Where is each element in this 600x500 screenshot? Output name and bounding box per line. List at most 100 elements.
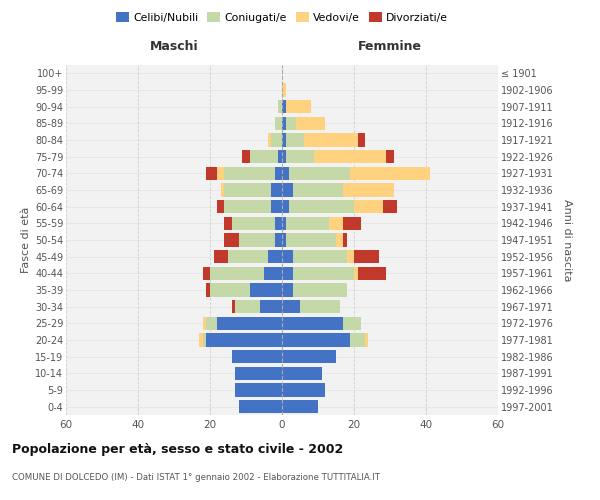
Bar bbox=[235, 366, 282, 380]
Bar bbox=[282, 266, 293, 280]
Bar bbox=[286, 116, 296, 130]
Bar bbox=[329, 216, 343, 230]
Bar bbox=[300, 300, 340, 314]
Bar bbox=[354, 250, 379, 264]
Bar bbox=[282, 350, 336, 364]
Bar bbox=[239, 400, 282, 413]
Bar bbox=[203, 334, 206, 346]
Bar bbox=[286, 100, 311, 114]
Bar bbox=[343, 316, 361, 330]
Bar bbox=[289, 166, 350, 180]
Bar bbox=[386, 150, 394, 164]
Bar bbox=[343, 184, 394, 196]
Bar bbox=[343, 216, 361, 230]
Bar bbox=[282, 334, 350, 346]
Bar bbox=[286, 150, 314, 164]
Text: Popolazione per età, sesso e stato civile - 2002: Popolazione per età, sesso e stato civil… bbox=[12, 442, 343, 456]
Bar bbox=[286, 234, 336, 246]
Bar bbox=[293, 266, 354, 280]
Bar bbox=[347, 250, 354, 264]
Bar bbox=[282, 284, 293, 296]
Bar bbox=[271, 200, 282, 213]
Bar bbox=[275, 234, 282, 246]
Bar bbox=[250, 284, 282, 296]
Bar bbox=[286, 216, 329, 230]
Text: COMUNE DI DOLCEDO (IM) - Dati ISTAT 1° gennaio 2002 - Elaborazione TUTTITALIA.IT: COMUNE DI DOLCEDO (IM) - Dati ISTAT 1° g… bbox=[12, 472, 380, 482]
Legend: Celibi/Nubili, Coniugati/e, Vedovi/e, Divorziati/e: Celibi/Nubili, Coniugati/e, Vedovi/e, Di… bbox=[112, 8, 452, 27]
Bar bbox=[210, 266, 264, 280]
Bar bbox=[314, 150, 386, 164]
Bar bbox=[282, 84, 286, 96]
Bar bbox=[282, 216, 286, 230]
Bar bbox=[224, 234, 239, 246]
Bar bbox=[304, 134, 358, 146]
Bar bbox=[203, 316, 206, 330]
Bar bbox=[282, 400, 318, 413]
Bar bbox=[282, 166, 289, 180]
Bar bbox=[275, 116, 282, 130]
Bar bbox=[206, 316, 217, 330]
Bar bbox=[232, 300, 235, 314]
Bar bbox=[383, 200, 397, 213]
Bar bbox=[365, 334, 368, 346]
Bar bbox=[232, 216, 275, 230]
Bar bbox=[224, 200, 271, 213]
Bar bbox=[293, 250, 347, 264]
Bar bbox=[343, 234, 347, 246]
Bar bbox=[242, 150, 250, 164]
Bar bbox=[278, 150, 282, 164]
Bar bbox=[350, 334, 365, 346]
Bar bbox=[199, 334, 203, 346]
Bar bbox=[354, 266, 358, 280]
Bar bbox=[289, 200, 354, 213]
Bar bbox=[282, 184, 293, 196]
Bar bbox=[275, 216, 282, 230]
Bar bbox=[271, 184, 282, 196]
Bar bbox=[235, 384, 282, 396]
Bar bbox=[282, 384, 325, 396]
Bar bbox=[282, 366, 322, 380]
Bar bbox=[271, 134, 282, 146]
Bar bbox=[282, 100, 286, 114]
Text: Femmine: Femmine bbox=[358, 40, 422, 54]
Bar bbox=[235, 300, 260, 314]
Bar bbox=[275, 166, 282, 180]
Bar bbox=[250, 150, 278, 164]
Bar bbox=[228, 250, 268, 264]
Bar bbox=[206, 166, 217, 180]
Bar bbox=[268, 250, 282, 264]
Bar bbox=[282, 134, 286, 146]
Bar bbox=[224, 216, 232, 230]
Bar bbox=[217, 316, 282, 330]
Bar bbox=[282, 200, 289, 213]
Bar bbox=[203, 266, 210, 280]
Bar bbox=[214, 250, 228, 264]
Bar bbox=[358, 266, 386, 280]
Bar bbox=[217, 166, 224, 180]
Bar bbox=[278, 100, 282, 114]
Bar bbox=[221, 184, 224, 196]
Bar bbox=[224, 166, 275, 180]
Bar bbox=[354, 200, 383, 213]
Bar bbox=[282, 316, 343, 330]
Bar bbox=[282, 116, 286, 130]
Bar bbox=[282, 150, 286, 164]
Bar bbox=[293, 284, 347, 296]
Bar bbox=[260, 300, 282, 314]
Y-axis label: Fasce di età: Fasce di età bbox=[20, 207, 31, 273]
Bar bbox=[336, 234, 343, 246]
Bar bbox=[217, 200, 224, 213]
Bar bbox=[296, 116, 325, 130]
Bar bbox=[282, 300, 300, 314]
Bar bbox=[350, 166, 430, 180]
Bar bbox=[224, 184, 271, 196]
Bar bbox=[268, 134, 271, 146]
Bar bbox=[206, 284, 210, 296]
Bar bbox=[264, 266, 282, 280]
Bar bbox=[282, 234, 286, 246]
Bar bbox=[206, 334, 282, 346]
Text: Maschi: Maschi bbox=[149, 40, 199, 54]
Bar bbox=[239, 234, 275, 246]
Bar bbox=[282, 250, 293, 264]
Bar bbox=[232, 350, 282, 364]
